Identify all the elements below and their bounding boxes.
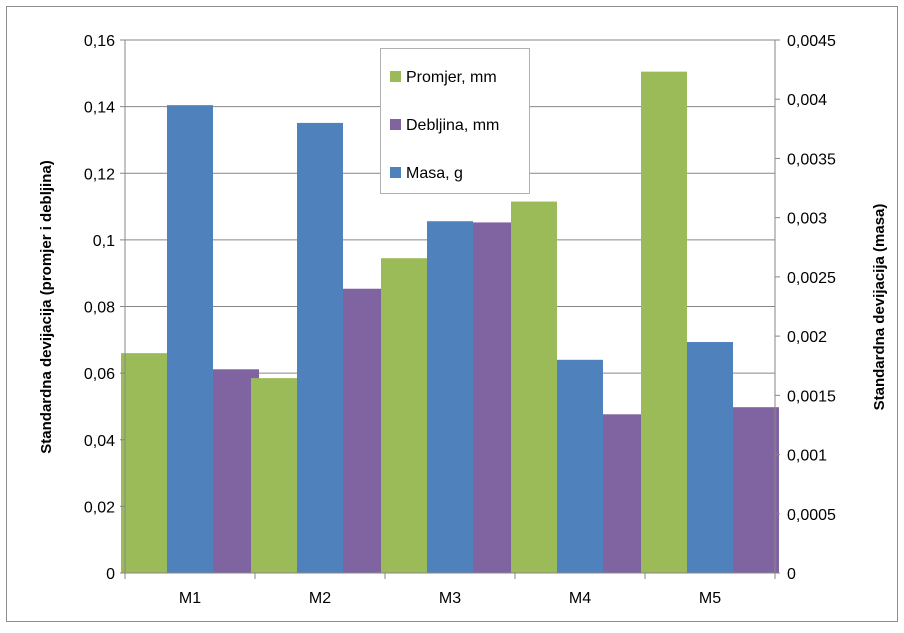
x-tick-label: M1	[179, 590, 201, 607]
legend-label: Masa, g	[406, 165, 463, 182]
legend-swatch	[390, 167, 401, 178]
bar-m1-promjer	[121, 353, 167, 573]
right-tick-label: 0,0045	[787, 33, 836, 50]
bars	[121, 71, 779, 574]
bar-m4-promjer	[511, 201, 557, 574]
left-tick-label: 0,08	[84, 300, 115, 317]
bar-m2-masa	[297, 122, 343, 574]
x-tick-label: M3	[439, 590, 461, 607]
bar-m1-masa	[167, 105, 213, 574]
right-tick-label: 0,003	[787, 211, 827, 228]
x-tick-label: M2	[309, 590, 331, 607]
bar-m2-promjer	[251, 378, 297, 573]
x-tick-labels: M1 M2 M3 M4 M5	[179, 590, 721, 607]
bar-m4-masa	[557, 359, 603, 573]
left-tick-label: 0,02	[84, 499, 115, 516]
legend: Promjer, mm Debljina, mm Masa, g	[380, 48, 530, 194]
left-tick-label: 0,04	[84, 433, 115, 450]
left-tick-label: 0,14	[84, 100, 115, 117]
left-tick-label: 0,16	[84, 33, 115, 50]
left-tick-label: 0,12	[84, 166, 115, 183]
right-tick-labels: 0 0,0005 0,001 0,0015 0,002 0,0025 0,003 0,0035…	[775, 33, 836, 583]
right-axis-title: Standardna devijacija (masa)	[871, 204, 888, 411]
bar-m5-debljina	[733, 407, 779, 573]
left-tick-labels: 0 0,02 0,04 0,06 0,08 0,1 0,12 0,14 0,16	[84, 33, 125, 583]
right-tick-label: 0,0005	[787, 507, 836, 524]
bar-m3-promjer	[381, 258, 427, 573]
legend-label: Debljina, mm	[406, 117, 499, 134]
legend-swatch	[390, 71, 401, 82]
legend-label: Promjer, mm	[406, 69, 497, 86]
x-tick-label: M5	[699, 590, 721, 607]
right-tick-label: 0,0035	[787, 151, 836, 168]
left-axis-title: Standardna devijacija (promjer i debljin…	[38, 160, 55, 453]
right-tick-label: 0,0025	[787, 270, 836, 287]
right-tick-label: 0	[787, 566, 796, 583]
legend-box	[380, 48, 530, 194]
right-tick-label: 0,0015	[787, 388, 836, 405]
legend-swatch	[390, 119, 401, 130]
right-tick-label: 0,002	[787, 329, 827, 346]
left-tick-label: 0	[106, 566, 115, 583]
bar-m5-masa	[687, 342, 733, 573]
right-tick-label: 0,001	[787, 448, 827, 465]
right-tick-label: 0,004	[787, 92, 827, 109]
bar-m3-masa	[427, 221, 473, 573]
left-tick-label: 0,1	[93, 233, 115, 250]
x-tick-label: M4	[569, 590, 591, 607]
bar-m5-promjer	[641, 71, 687, 573]
left-tick-label: 0,06	[84, 366, 115, 383]
